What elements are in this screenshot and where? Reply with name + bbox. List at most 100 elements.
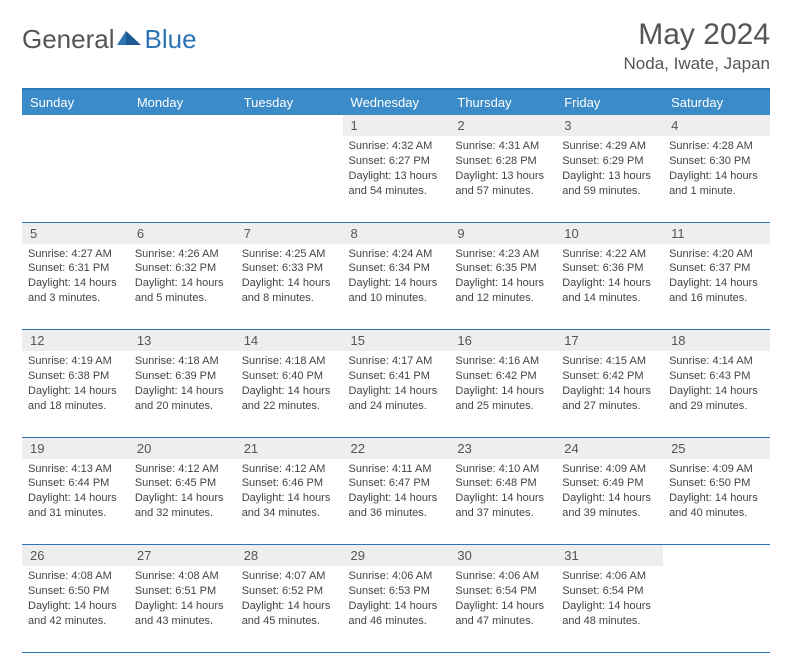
day-number: 31 (556, 545, 663, 567)
day2-label: and 31 minutes. (28, 506, 123, 521)
day-cell (129, 136, 236, 222)
day-number-row: 567891011 (22, 222, 770, 244)
day-number: 8 (343, 222, 450, 244)
day1-label: Daylight: 14 hours (349, 384, 444, 399)
day-content-row: Sunrise: 4:08 AMSunset: 6:50 PMDaylight:… (22, 566, 770, 652)
sunrise-label: Sunrise: 4:18 AM (135, 354, 230, 369)
day-number: 4 (663, 115, 770, 136)
day1-label: Daylight: 14 hours (242, 384, 337, 399)
day1-label: Daylight: 14 hours (135, 384, 230, 399)
sunset-label: Sunset: 6:50 PM (669, 476, 764, 491)
sunrise-label: Sunrise: 4:22 AM (562, 247, 657, 262)
sunset-label: Sunset: 6:38 PM (28, 369, 123, 384)
day-number: 13 (129, 330, 236, 352)
logo-text-blue: Blue (145, 24, 197, 55)
day-cell: Sunrise: 4:18 AMSunset: 6:40 PMDaylight:… (236, 351, 343, 437)
day-number: 21 (236, 437, 343, 459)
day1-label: Daylight: 14 hours (242, 599, 337, 614)
sunset-label: Sunset: 6:47 PM (349, 476, 444, 491)
page-title: May 2024 (624, 18, 770, 52)
sunrise-label: Sunrise: 4:23 AM (455, 247, 550, 262)
day2-label: and 36 minutes. (349, 506, 444, 521)
sunrise-label: Sunrise: 4:12 AM (242, 462, 337, 477)
day-number: 20 (129, 437, 236, 459)
day-number: 18 (663, 330, 770, 352)
day-header: Monday (129, 89, 236, 115)
day1-label: Daylight: 14 hours (455, 491, 550, 506)
day-number: 15 (343, 330, 450, 352)
day-header: Friday (556, 89, 663, 115)
day-cell: Sunrise: 4:32 AMSunset: 6:27 PMDaylight:… (343, 136, 450, 222)
day2-label: and 37 minutes. (455, 506, 550, 521)
day-content-row: Sunrise: 4:32 AMSunset: 6:27 PMDaylight:… (22, 136, 770, 222)
day-details: Sunrise: 4:08 AMSunset: 6:50 PMDaylight:… (28, 569, 123, 628)
day-cell (236, 136, 343, 222)
day-number: 1 (343, 115, 450, 136)
sunset-label: Sunset: 6:44 PM (28, 476, 123, 491)
day1-label: Daylight: 14 hours (28, 384, 123, 399)
sunrise-label: Sunrise: 4:06 AM (562, 569, 657, 584)
sunset-label: Sunset: 6:48 PM (455, 476, 550, 491)
day-cell: Sunrise: 4:17 AMSunset: 6:41 PMDaylight:… (343, 351, 450, 437)
day-cell: Sunrise: 4:22 AMSunset: 6:36 PMDaylight:… (556, 244, 663, 330)
day1-label: Daylight: 14 hours (455, 599, 550, 614)
day1-label: Daylight: 14 hours (28, 491, 123, 506)
day-cell: Sunrise: 4:13 AMSunset: 6:44 PMDaylight:… (22, 459, 129, 545)
day-number: 23 (449, 437, 556, 459)
day-number-row: 1234 (22, 115, 770, 136)
sunset-label: Sunset: 6:41 PM (349, 369, 444, 384)
sunset-label: Sunset: 6:52 PM (242, 584, 337, 599)
sunset-label: Sunset: 6:35 PM (455, 261, 550, 276)
sunrise-label: Sunrise: 4:20 AM (669, 247, 764, 262)
day-cell (663, 566, 770, 652)
title-block: May 2024 Noda, Iwate, Japan (624, 18, 770, 74)
day-cell (22, 136, 129, 222)
day2-label: and 48 minutes. (562, 614, 657, 629)
day-number: 5 (22, 222, 129, 244)
day2-label: and 34 minutes. (242, 506, 337, 521)
day-content-row: Sunrise: 4:19 AMSunset: 6:38 PMDaylight:… (22, 351, 770, 437)
day1-label: Daylight: 14 hours (135, 491, 230, 506)
day-cell: Sunrise: 4:31 AMSunset: 6:28 PMDaylight:… (449, 136, 556, 222)
day-header: Thursday (449, 89, 556, 115)
sunrise-label: Sunrise: 4:06 AM (349, 569, 444, 584)
day-details: Sunrise: 4:18 AMSunset: 6:40 PMDaylight:… (242, 354, 337, 413)
day-number-row: 262728293031 (22, 545, 770, 567)
day-cell: Sunrise: 4:09 AMSunset: 6:49 PMDaylight:… (556, 459, 663, 545)
sunrise-label: Sunrise: 4:17 AM (349, 354, 444, 369)
day-cell: Sunrise: 4:15 AMSunset: 6:42 PMDaylight:… (556, 351, 663, 437)
logo-text-general: General (22, 24, 115, 55)
day2-label: and 40 minutes. (669, 506, 764, 521)
day-number (22, 115, 129, 136)
day-cell: Sunrise: 4:16 AMSunset: 6:42 PMDaylight:… (449, 351, 556, 437)
day-header: Sunday (22, 89, 129, 115)
day-number-row: 19202122232425 (22, 437, 770, 459)
day-number: 26 (22, 545, 129, 567)
day2-label: and 45 minutes. (242, 614, 337, 629)
sunset-label: Sunset: 6:40 PM (242, 369, 337, 384)
day1-label: Daylight: 14 hours (349, 276, 444, 291)
day-details: Sunrise: 4:22 AMSunset: 6:36 PMDaylight:… (562, 247, 657, 306)
sunset-label: Sunset: 6:54 PM (562, 584, 657, 599)
day2-label: and 47 minutes. (455, 614, 550, 629)
day-cell: Sunrise: 4:09 AMSunset: 6:50 PMDaylight:… (663, 459, 770, 545)
day2-label: and 10 minutes. (349, 291, 444, 306)
day1-label: Daylight: 14 hours (669, 384, 764, 399)
day-cell: Sunrise: 4:08 AMSunset: 6:50 PMDaylight:… (22, 566, 129, 652)
sunset-label: Sunset: 6:30 PM (669, 154, 764, 169)
sunset-label: Sunset: 6:36 PM (562, 261, 657, 276)
day1-label: Daylight: 14 hours (562, 599, 657, 614)
day-content-row: Sunrise: 4:13 AMSunset: 6:44 PMDaylight:… (22, 459, 770, 545)
day-details: Sunrise: 4:12 AMSunset: 6:46 PMDaylight:… (242, 462, 337, 521)
location-label: Noda, Iwate, Japan (624, 54, 770, 74)
day2-label: and 46 minutes. (349, 614, 444, 629)
day-cell: Sunrise: 4:19 AMSunset: 6:38 PMDaylight:… (22, 351, 129, 437)
sunset-label: Sunset: 6:42 PM (562, 369, 657, 384)
sunrise-label: Sunrise: 4:19 AM (28, 354, 123, 369)
day2-label: and 18 minutes. (28, 399, 123, 414)
day-details: Sunrise: 4:31 AMSunset: 6:28 PMDaylight:… (455, 139, 550, 198)
day-cell: Sunrise: 4:12 AMSunset: 6:45 PMDaylight:… (129, 459, 236, 545)
sunset-label: Sunset: 6:51 PM (135, 584, 230, 599)
sunrise-label: Sunrise: 4:13 AM (28, 462, 123, 477)
day-details: Sunrise: 4:13 AMSunset: 6:44 PMDaylight:… (28, 462, 123, 521)
